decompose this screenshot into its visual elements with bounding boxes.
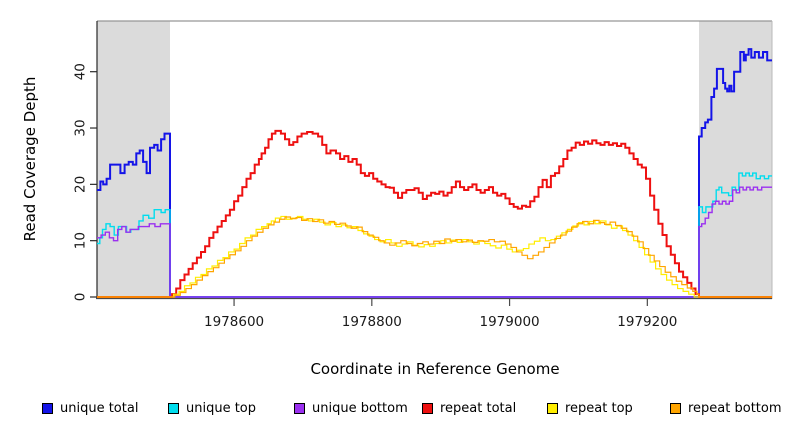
repeat-total-line bbox=[97, 129, 772, 298]
legend-label: unique top bbox=[186, 401, 257, 416]
legend-swatch-repeat-total bbox=[422, 403, 433, 414]
y-tick-label: 0 bbox=[73, 293, 89, 302]
legend-item-unique-total: unique total bbox=[42, 401, 138, 416]
unique-bottom-line bbox=[97, 186, 772, 298]
y-tick-label: 20 bbox=[73, 176, 89, 193]
legend-label: unique total bbox=[60, 401, 139, 416]
x-tick-label: 1978800 bbox=[342, 314, 402, 330]
x-tick-label: 1979200 bbox=[617, 314, 677, 330]
masked-region-right bbox=[698, 21, 772, 299]
legend-swatch-repeat-top bbox=[547, 403, 558, 414]
legend-item-repeat-bottom: repeat bottom bbox=[670, 401, 782, 416]
legend-swatch-repeat-bottom bbox=[670, 403, 681, 414]
x-tick-label: 1979000 bbox=[480, 314, 540, 330]
y-axis-title: Read Coverage Depth bbox=[21, 76, 39, 242]
legend-label: repeat bottom bbox=[688, 401, 782, 416]
legend-label: repeat top bbox=[565, 401, 633, 416]
y-tick-label: 10 bbox=[73, 232, 89, 249]
legend-item-unique-bottom: unique bottom bbox=[294, 401, 408, 416]
unique-top-line bbox=[97, 172, 772, 298]
legend-swatch-unique-total bbox=[42, 403, 53, 414]
legend-item-repeat-top: repeat top bbox=[547, 401, 633, 416]
y-tick-label: 30 bbox=[73, 119, 89, 136]
masked-region-left bbox=[97, 21, 171, 299]
x-axis-title: Coordinate in Reference Genome bbox=[310, 360, 560, 378]
unique-total-line bbox=[97, 48, 772, 298]
repeat-bottom-line bbox=[97, 216, 772, 298]
legend-swatch-unique-top bbox=[168, 403, 179, 414]
legend-label: unique bottom bbox=[312, 401, 408, 416]
coverage-plot: 0 10 20 30 40 1978600 1978800 1979000 1979200 bbox=[73, 20, 773, 330]
legend-label: repeat total bbox=[440, 401, 517, 416]
legend-item-unique-top: unique top bbox=[168, 401, 256, 416]
x-tick-label: 1978600 bbox=[204, 314, 264, 330]
y-tick-label: 40 bbox=[73, 63, 89, 80]
legend-item-repeat-total: repeat total bbox=[422, 401, 516, 416]
legend-swatch-unique-bottom bbox=[294, 403, 305, 414]
